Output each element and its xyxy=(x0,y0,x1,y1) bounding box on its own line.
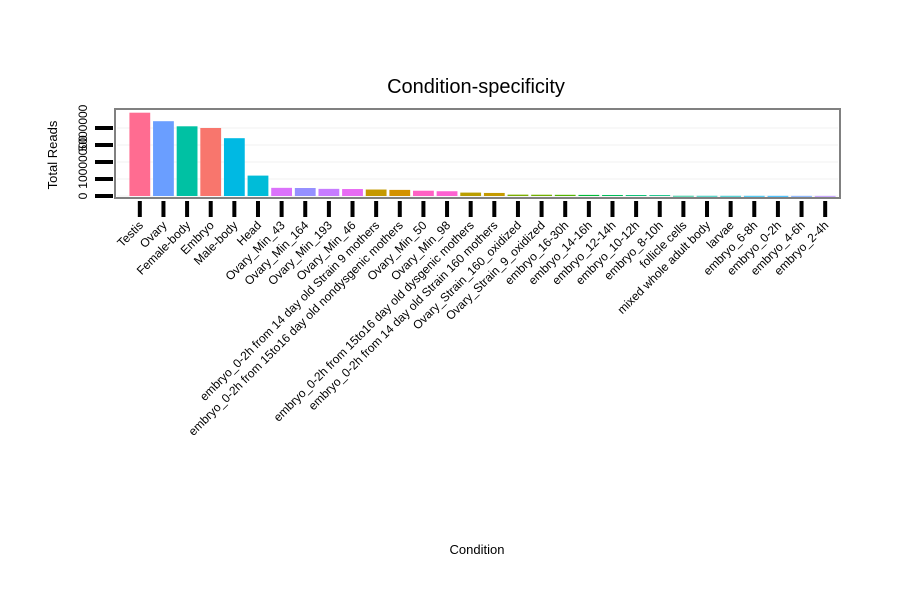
bar xyxy=(814,195,836,197)
x-axis: TestisOvaryFemale-bodyEmbryoMale-bodyHea… xyxy=(114,201,831,438)
bar xyxy=(743,195,765,197)
bar xyxy=(720,195,742,197)
bar xyxy=(460,192,482,196)
y-tick-label: 10000000 xyxy=(76,135,90,189)
x-axis-title: Condition xyxy=(450,542,505,557)
bar xyxy=(389,189,411,196)
bar xyxy=(247,175,269,196)
plot-background xyxy=(115,109,840,198)
y-tick-label: 5000000 xyxy=(76,104,90,151)
bar xyxy=(200,128,222,196)
y-tick-label: 0 xyxy=(76,192,90,199)
bar xyxy=(176,126,198,196)
bar xyxy=(413,190,434,196)
bar xyxy=(649,195,671,196)
bar xyxy=(483,192,505,196)
bar xyxy=(223,138,245,196)
bar xyxy=(672,195,694,197)
plot-border xyxy=(114,108,841,199)
bar xyxy=(602,194,623,196)
bar xyxy=(696,195,718,197)
bar xyxy=(507,194,529,196)
bar xyxy=(271,187,293,196)
bar xyxy=(767,195,789,197)
bar xyxy=(294,188,316,196)
bar xyxy=(531,194,552,196)
bar xyxy=(129,112,151,196)
bar xyxy=(578,194,600,196)
bar xyxy=(625,195,647,196)
bar xyxy=(342,189,363,196)
bar xyxy=(318,188,340,196)
plot-panel xyxy=(114,108,841,199)
bar xyxy=(436,191,458,196)
bars xyxy=(129,112,836,197)
bar xyxy=(791,195,812,197)
bar xyxy=(554,194,576,196)
chart-title: Condition-specificity xyxy=(387,76,565,98)
bar xyxy=(365,189,387,196)
y-axis-title: Total Reads xyxy=(45,120,60,189)
bar xyxy=(153,121,174,196)
